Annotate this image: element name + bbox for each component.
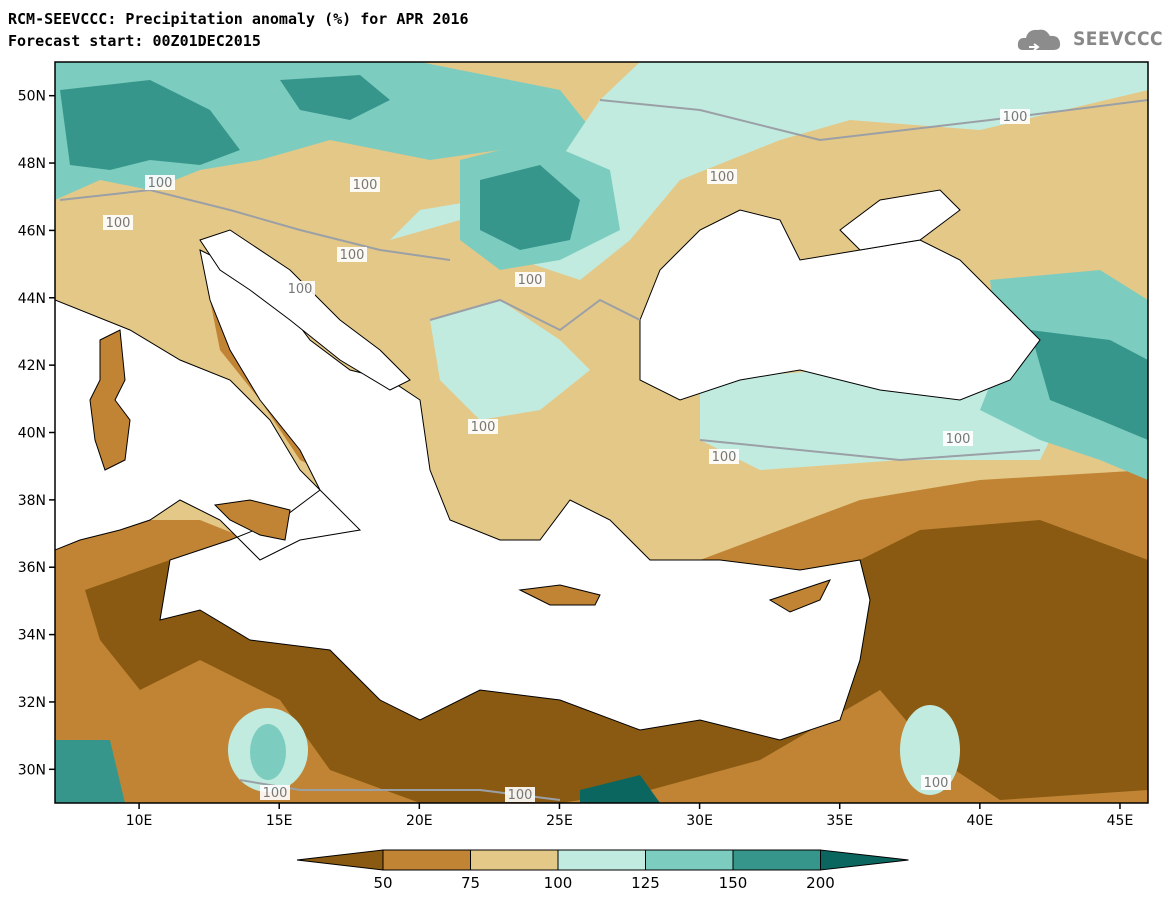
- logo-text: SEEVCCC: [1073, 28, 1164, 50]
- contour-label-bg: [515, 272, 545, 287]
- colorbar-segment: [645, 849, 734, 871]
- field-romania-dark: [480, 165, 580, 250]
- contour-label-bg: [709, 449, 739, 464]
- contour-label: 100: [340, 248, 365, 263]
- sea-black-sea: [639, 209, 1041, 401]
- lon-label: 20E: [406, 813, 433, 829]
- contour-label: 100: [148, 176, 173, 191]
- contour-label-bg: [145, 175, 175, 190]
- contour-label: 100: [353, 178, 378, 193]
- field-libya-teal: [250, 724, 286, 780]
- colorbar-low-triangle: [296, 849, 384, 871]
- contour-label: 100: [288, 282, 313, 297]
- field-jordan-pale: [900, 705, 960, 795]
- lon-label: 10E: [126, 813, 153, 829]
- lon-label: 40E: [967, 813, 994, 829]
- latitude-axis: 50N 48N 46N 44N 42N 40N 38N 36N 34N 32N 30N: [18, 89, 55, 778]
- lon-label: 35E: [826, 813, 853, 829]
- lat-label: 34N: [18, 628, 46, 644]
- colorbar-label: 100: [544, 874, 573, 892]
- forecast-start-subtitle: Forecast start: 00Z01DEC2015: [8, 32, 261, 50]
- colorbar-segment: [382, 849, 471, 871]
- contour-label-bg: [1000, 109, 1030, 124]
- colorbar-label: 150: [719, 874, 748, 892]
- lat-label: 44N: [18, 291, 46, 307]
- contour-label-bg: [260, 785, 290, 800]
- island-sicily: [213, 499, 291, 541]
- lat-label: 38N: [18, 493, 46, 509]
- contour-label: 100: [712, 450, 737, 465]
- contour-label: 100: [710, 170, 735, 185]
- field-north-teal-2: [60, 80, 240, 170]
- lat-label: 42N: [18, 358, 46, 374]
- contour-label: 100: [508, 788, 533, 803]
- lon-label: 25E: [546, 813, 573, 829]
- lat-label: 30N: [18, 762, 46, 778]
- contour-label: 100: [471, 420, 496, 435]
- contour-label-bg: [285, 281, 315, 296]
- contour-label-bg: [350, 177, 380, 192]
- lat-label: 40N: [18, 426, 46, 442]
- lat-label: 32N: [18, 695, 46, 711]
- contour-label-bg: [468, 419, 498, 434]
- lon-label: 30E: [686, 813, 713, 829]
- contour-label: 100: [946, 432, 971, 447]
- colorbar-label: 200: [806, 874, 835, 892]
- colorbar: 50 75 100 125 150 200: [296, 849, 909, 892]
- colorbar-segment: [470, 849, 559, 871]
- contour-label: 100: [924, 776, 949, 791]
- lon-label: 45E: [1107, 813, 1134, 829]
- contour-label-bg: [103, 215, 133, 230]
- contour-label: 100: [106, 216, 131, 231]
- lat-label: 50N: [18, 89, 46, 105]
- colorbar-label: 125: [631, 874, 660, 892]
- colorbar-label: 75: [461, 874, 480, 892]
- contour-label: 100: [1003, 110, 1028, 125]
- field-south-strip: [580, 775, 660, 803]
- lat-label: 36N: [18, 560, 46, 576]
- island-crete: [518, 584, 601, 606]
- sea-adriatic: [199, 229, 411, 391]
- anomaly-field: [55, 62, 1148, 803]
- colorbar-segment: [557, 849, 646, 871]
- map-title: RCM-SEEVCCC: Precipitation anomaly (%) f…: [8, 10, 469, 28]
- field-north-teal-3: [280, 75, 390, 120]
- field-caucasus-dark: [1030, 330, 1148, 440]
- island-corsica-sardinia: [89, 329, 131, 471]
- contour-label: 100: [518, 273, 543, 288]
- lat-label: 48N: [18, 156, 46, 172]
- field-north-teal-1: [55, 62, 600, 200]
- field-south-dark: [85, 520, 1148, 803]
- contour-label-bg: [505, 787, 535, 802]
- island-cyprus: [768, 579, 831, 613]
- colorbar-segment: [732, 849, 821, 871]
- contour-label-bg: [337, 247, 367, 262]
- contour-label-bg: [921, 775, 951, 790]
- contour-label-bg: [707, 169, 737, 184]
- field-greece-pale: [430, 300, 590, 420]
- cloud-logo-icon: [1017, 29, 1061, 51]
- colorbar-high-triangle: [820, 849, 909, 871]
- longitude-axis: 10E 15E 20E 25E 30E 35E 40E 45E: [126, 803, 1134, 829]
- contour-label-bg: [943, 431, 973, 446]
- sea-azov: [839, 189, 961, 251]
- colorbar-label: 50: [373, 874, 392, 892]
- contour-labels: 100 100 100 100 100 100 100 100 100 100 100 100 100 1…: [103, 109, 1030, 803]
- contour-label: 100: [263, 786, 288, 801]
- lat-label: 46N: [18, 223, 46, 239]
- field-sw-teal: [55, 740, 125, 803]
- lon-label: 15E: [266, 813, 293, 829]
